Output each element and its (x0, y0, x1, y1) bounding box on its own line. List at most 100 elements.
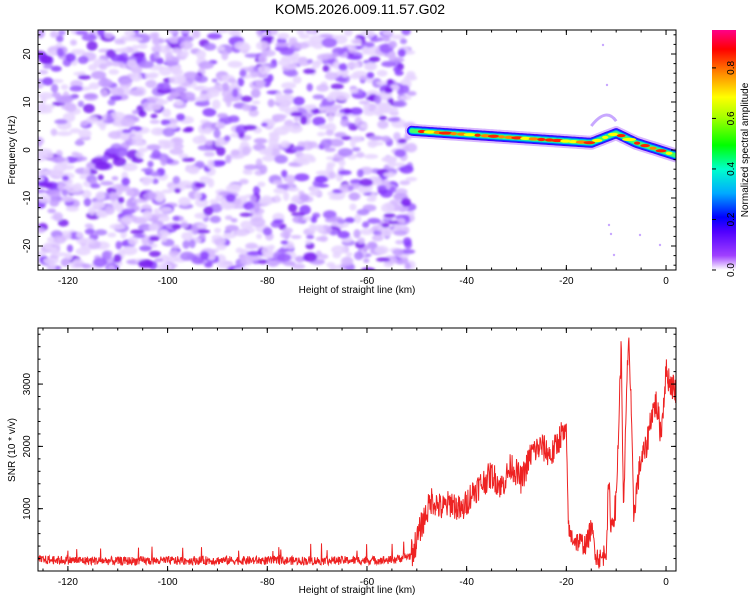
noise-blob (209, 199, 218, 205)
noise-blob (194, 182, 206, 188)
noise-blob (257, 259, 269, 265)
noise-blob (316, 132, 326, 137)
stray-point (607, 223, 611, 227)
noise-blob (86, 40, 98, 51)
noise-blob (71, 48, 86, 56)
noise-blob (275, 91, 283, 102)
noise-blob (194, 85, 205, 91)
noise-blob (394, 162, 406, 167)
noise-blob (97, 174, 104, 181)
spectrogram-ylabel: Frequency (Hz) (7, 116, 18, 185)
noise-blob (340, 256, 354, 266)
noise-blob (344, 217, 355, 224)
noise-blob (360, 123, 368, 129)
noise-blob (253, 137, 268, 144)
noise-blob (334, 92, 351, 101)
noise-blob (287, 181, 295, 187)
noise-blob (66, 244, 74, 253)
noise-blob (356, 151, 365, 158)
noise-blob (299, 204, 311, 215)
noise-blob (121, 177, 130, 186)
spectrogram-xtick-label: -100 (158, 276, 178, 287)
noise-blob (250, 71, 261, 78)
noise-blob (354, 251, 364, 261)
noise-blob (215, 122, 226, 129)
noise-blob (282, 94, 291, 100)
signal-hotspot (622, 137, 637, 142)
noise-blob (120, 47, 129, 53)
noise-blob (49, 198, 60, 207)
noise-blob (281, 82, 297, 90)
noise-blob (335, 77, 348, 82)
noise-blob (270, 148, 281, 157)
noise-blob (57, 182, 64, 190)
noise-blob (225, 154, 232, 164)
noise-blob (380, 189, 393, 198)
noise-blob (153, 52, 161, 59)
spectrogram-ytick-label: -20 (22, 238, 33, 253)
noise-blob (282, 227, 293, 234)
noise-blob (107, 99, 116, 106)
noise-blob (65, 206, 80, 212)
noise-blob (308, 30, 316, 34)
noise-blob (258, 54, 268, 64)
noise-blob (314, 175, 328, 183)
noise-blob (362, 221, 370, 228)
colorbar-tick-label: 0.2 (726, 212, 737, 226)
noise-blob (369, 56, 381, 63)
noise-blob (276, 253, 292, 262)
noise-blob (65, 53, 76, 62)
noise-blob (40, 244, 55, 254)
noise-blob (50, 65, 62, 72)
noise-blob (367, 241, 378, 250)
noise-blob (282, 260, 296, 266)
noise-blob (281, 169, 288, 178)
noise-blob (91, 70, 107, 80)
noise-blob (108, 68, 120, 75)
noise-blob (317, 224, 324, 234)
noise-blob (75, 247, 91, 256)
noise-blob (382, 156, 398, 161)
noise-blob (100, 89, 109, 98)
noise-blob (40, 54, 53, 65)
signal-hotspot (665, 151, 673, 155)
noise-blob (64, 102, 77, 113)
stray-point (609, 232, 613, 236)
noise-blob (387, 51, 396, 60)
noise-blob (135, 151, 144, 159)
noise-blob (70, 39, 77, 46)
signal-band (404, 113, 676, 163)
noise-blob (171, 244, 180, 249)
noise-blob (109, 223, 126, 230)
noise-blob (189, 239, 196, 249)
noise-blob (349, 73, 362, 80)
noise-blob (146, 96, 159, 102)
noise-blob (143, 192, 158, 201)
noise-blob (145, 79, 157, 89)
noise-blob (354, 213, 362, 224)
noise-blob (53, 235, 67, 244)
noise-blob (168, 250, 180, 257)
signal-hotspot (487, 134, 500, 138)
noise-blob (61, 175, 70, 181)
snr-frame (37, 327, 677, 572)
noise-blob (172, 176, 181, 185)
noise-blob (249, 194, 257, 204)
noise-blob (199, 251, 210, 260)
noise-blob (399, 164, 414, 174)
noise-blob (407, 210, 415, 216)
noise-blob (100, 180, 114, 186)
noise-blob (112, 156, 127, 167)
noise-blob (149, 171, 161, 177)
noise-blob (310, 215, 318, 224)
noise-blob (350, 38, 362, 45)
noise-blob (261, 155, 276, 162)
snr-panel: -120 -100 -80 -60 -40 -20 0 1000 2000 3000 Height… (7, 327, 677, 596)
noise-blob (184, 126, 194, 132)
noise-blob (292, 215, 305, 224)
noise-blob (105, 205, 115, 215)
noise-blob (203, 151, 216, 157)
noise-blob (43, 257, 59, 265)
noise-blob (234, 197, 242, 206)
noise-blob (394, 149, 407, 158)
